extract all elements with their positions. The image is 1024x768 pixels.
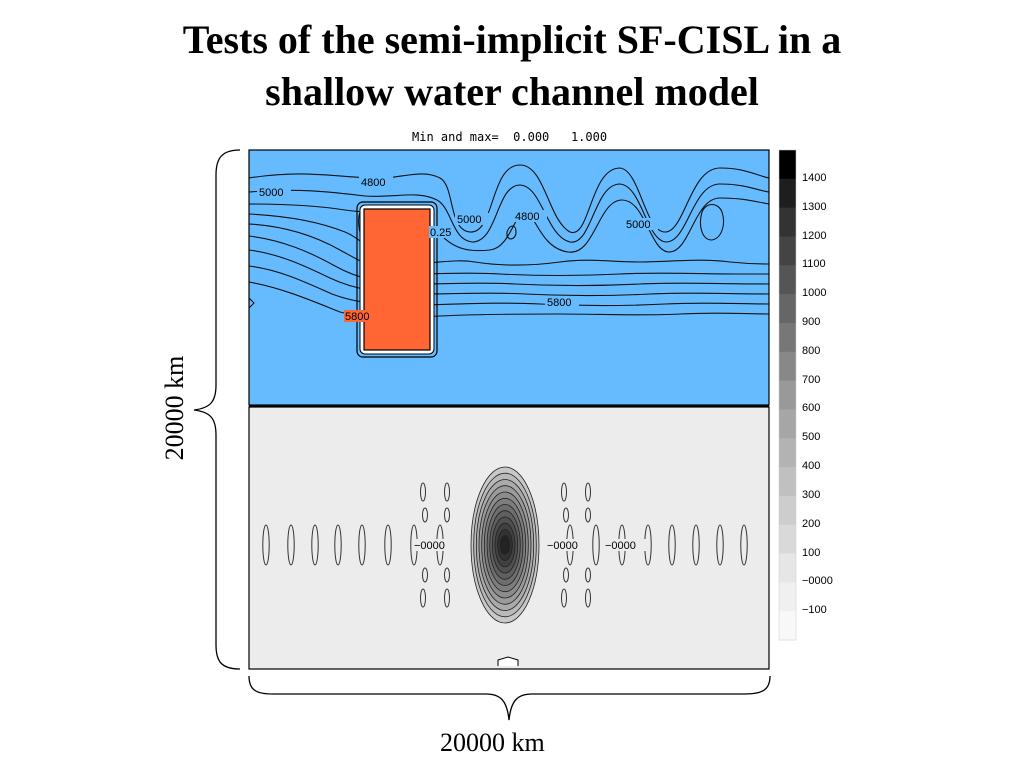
colorbar-cell [779, 294, 796, 324]
colorbar-tick-label: 1200 [802, 229, 827, 242]
contour-label: 4800 [361, 177, 385, 189]
ripple-ellipse [358, 524, 366, 566]
colorbar-cell [779, 582, 796, 612]
contour-label: −0000 [605, 540, 636, 552]
colorbar-tick-label: 100 [802, 546, 821, 559]
ripple-ellipse [287, 524, 295, 566]
ripple-ellipse [563, 567, 569, 583]
ripple-ellipse [692, 524, 700, 566]
height-field-panel: 5000 4800 5000 4800 5000 0.25 5800 5800 [248, 149, 770, 406]
ripple-ellipse [422, 507, 428, 523]
colorbar [779, 150, 796, 641]
contour-label: 5800 [345, 311, 369, 323]
colorbar-cell [779, 438, 796, 468]
colorbar-cell [779, 467, 796, 497]
colorbar-tick-label: 1400 [802, 171, 827, 184]
ripple-ellipse [262, 524, 270, 566]
colorbar-tick-label: 300 [802, 488, 821, 501]
contour-label: 5800 [547, 297, 571, 309]
ripple-ellipse [444, 507, 450, 523]
difference-field-panel: −0000 −0000 −0000 [248, 406, 770, 670]
vertical-scale-label: 20000 km [160, 355, 189, 461]
colorbar-tick-label: −100 [802, 604, 827, 617]
min-max-caption: Min and max= 0.000 1.000 [412, 130, 608, 144]
ripple-ellipse [716, 524, 724, 566]
ripple-ellipse [420, 482, 426, 502]
contour-label: 0.25 [430, 227, 451, 239]
colorbar-cell [779, 150, 796, 180]
colorbar-tick-label: 1100 [802, 258, 826, 271]
colorbar-cell [779, 178, 796, 209]
colorbar-cell [779, 207, 796, 237]
contour-label: −0000 [547, 540, 578, 552]
ripple-ellipse [561, 482, 567, 502]
contour-label: 5000 [259, 187, 283, 199]
colorbar-tick-label: 600 [802, 402, 821, 415]
colorbar-cell [779, 380, 796, 410]
ripple-ellipse [585, 507, 591, 523]
bottom-marker [497, 656, 519, 666]
difference-field-frame [248, 406, 770, 670]
tracer-fill [363, 208, 431, 351]
colorbar-tick-label: 1000 [802, 287, 827, 300]
ripple-ellipse [592, 524, 600, 566]
ripple-ellipse [561, 588, 567, 608]
colorbar-cell [779, 351, 796, 382]
ripple-ellipse [740, 524, 748, 566]
ripple-ellipse [444, 482, 450, 502]
tracer-block [356, 201, 438, 358]
ripple-ellipse [585, 567, 591, 583]
colorbar-tick-label: 400 [802, 460, 821, 473]
colorbar-cell [779, 611, 796, 641]
ripple-ellipse [422, 567, 428, 583]
contour-label: −0000 [414, 540, 445, 552]
height-field-background [249, 150, 769, 405]
colorbar-cell [779, 524, 796, 555]
colorbar-tick-label: 1300 [802, 200, 827, 213]
contour-label: 4800 [515, 211, 539, 223]
colorbar-cell [779, 495, 796, 526]
difference-contour-labels: −0000 −0000 −0000 [413, 539, 646, 552]
colorbar-tick-label: 900 [802, 315, 821, 328]
colorbar-frame [778, 149, 797, 641]
anomaly-contour [499, 535, 511, 555]
horizontal-scale-label: 20000 km [440, 728, 545, 757]
slide-title-line-2: shallow water channel model [265, 69, 759, 114]
colorbar-tick-label: −0000 [802, 575, 833, 588]
contour-label: 5000 [626, 219, 650, 231]
ripple-ellipse [444, 567, 450, 583]
horizontal-brace [248, 675, 771, 721]
colorbar-tick-label: 800 [802, 344, 821, 357]
colorbar-cell [779, 236, 796, 266]
ripple-ellipse [668, 524, 676, 566]
colorbar-tick-label: 500 [802, 431, 821, 444]
ripple-ellipse [585, 482, 591, 502]
contour-label: 5000 [457, 214, 481, 226]
colorbar-tick-label: 200 [802, 517, 821, 530]
colorbar-cell [779, 409, 796, 439]
colorbar-cell [779, 265, 796, 295]
slide-title-line-1: Tests of the semi-implicit SF-CISL in a [182, 17, 842, 62]
colorbar-cell [779, 553, 796, 583]
vertical-brace [193, 149, 241, 670]
ripple-ellipse [420, 588, 426, 608]
central-anomaly [470, 466, 540, 624]
slide-title: Tests of the semi-implicit SF-CISL in a … [0, 14, 1024, 118]
ripple-ellipse [334, 524, 342, 566]
ripple-ellipse [311, 524, 319, 566]
colorbar-tick-label: 700 [802, 373, 821, 386]
ripple-ellipse [444, 588, 450, 608]
ripple-ellipse [585, 588, 591, 608]
ripple-ellipse [563, 507, 569, 523]
panel-edge-marker [248, 297, 255, 309]
colorbar-cell [779, 322, 796, 353]
ripple-ellipse [384, 524, 392, 566]
ripple-contours [262, 482, 748, 608]
height-contour-labels: 5000 4800 5000 4800 5000 0.25 5800 5800 [257, 176, 658, 323]
